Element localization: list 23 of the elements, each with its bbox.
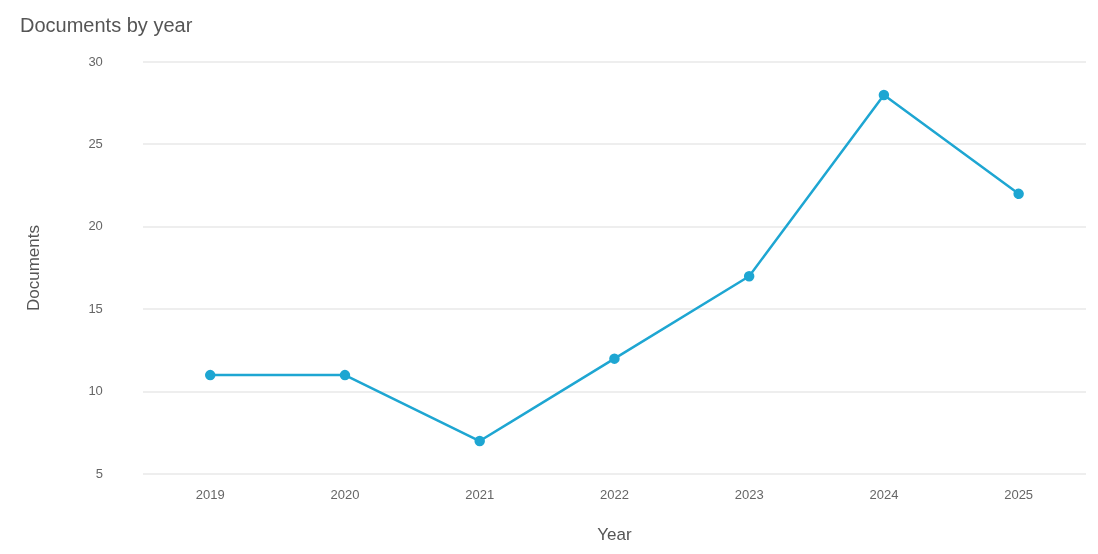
point bbox=[204, 369, 216, 381]
point bbox=[743, 270, 755, 282]
point bbox=[878, 89, 890, 101]
point bbox=[474, 435, 485, 447]
point bbox=[1013, 188, 1024, 200]
x-tick-label: 2019 bbox=[195, 487, 225, 503]
y-tick-label: 25 bbox=[88, 135, 103, 151]
y-tick-label: 30 bbox=[88, 53, 103, 69]
x-tick-label: 2022 bbox=[599, 487, 629, 503]
y-tick-label: 15 bbox=[88, 300, 103, 316]
x-tick-label: 2020 bbox=[330, 487, 360, 503]
x-tick-label: 2021 bbox=[465, 487, 495, 503]
y-tick-label: 5 bbox=[95, 465, 103, 481]
y-tick-label: 10 bbox=[88, 383, 103, 399]
x-tick-label: 2024 bbox=[869, 487, 899, 503]
chart-title: Documents by year bbox=[20, 13, 193, 36]
x-tick-label: 2023 bbox=[734, 487, 764, 503]
y-tick-label: 20 bbox=[88, 218, 103, 234]
y-axis-title: Documents bbox=[23, 225, 43, 311]
point bbox=[609, 353, 620, 364]
x-axis-title: Year bbox=[597, 525, 632, 545]
x-tick-label: 2025 bbox=[1004, 487, 1034, 503]
point bbox=[339, 369, 351, 381]
